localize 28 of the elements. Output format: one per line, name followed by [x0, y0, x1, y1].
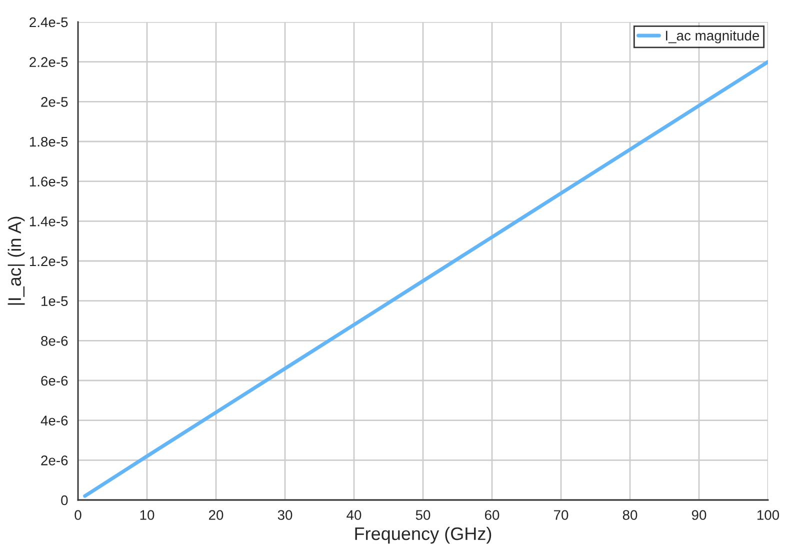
- x-tick-label: 30: [278, 510, 292, 520]
- y-tick-label: 6e-6: [41, 376, 68, 386]
- y-tick-label: 1e-5: [42, 296, 68, 306]
- y-tick-label: 8e-6: [41, 336, 68, 346]
- x-tick-label: 0: [74, 510, 82, 520]
- x-tick-label: 90: [692, 510, 706, 520]
- x-tick-label: 50: [416, 510, 430, 520]
- x-tick-label: 60: [484, 510, 500, 520]
- y-tick-label: 4e-6: [40, 416, 68, 426]
- x-tick-label: 20: [208, 510, 224, 520]
- y-tick-label: 1.8e-5: [30, 136, 68, 147]
- y-tick-label: 1.2e-5: [30, 256, 68, 266]
- line-series: [83, 60, 768, 498]
- x-tick-label: 80: [622, 510, 638, 520]
- x-axis-title: Frequency (GHz): [355, 526, 492, 544]
- y-tick-label: 2.2e-5: [30, 57, 68, 68]
- x-tick-label: 100: [757, 510, 780, 520]
- x-tick-label: 40: [346, 510, 362, 520]
- x-tick-label: 70: [554, 510, 568, 520]
- x-tick-label: 10: [140, 510, 154, 520]
- legend-label: I_ac magnitude: [666, 30, 760, 44]
- y-tick-label: 1.6e-5: [30, 176, 68, 187]
- y-tick-label: 1.4e-5: [30, 216, 68, 226]
- y-axis-title: |I_ac| (in A): [8, 216, 25, 305]
- y-tick-label: 2e-5: [41, 97, 68, 107]
- y-tick-label: 0: [61, 495, 68, 506]
- y-tick-label: 2e-6: [41, 456, 68, 466]
- y-tick-label: 2.4e-5: [30, 17, 68, 28]
